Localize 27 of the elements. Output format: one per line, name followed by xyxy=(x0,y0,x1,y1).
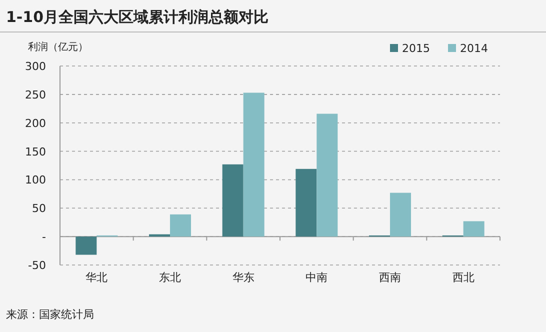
source-note: 来源：国家统计局 xyxy=(6,308,94,321)
bar xyxy=(170,214,191,237)
bar xyxy=(390,192,411,237)
bar xyxy=(463,221,484,237)
bar xyxy=(243,92,264,237)
x-tick-label: 华东 xyxy=(232,271,254,284)
legend-label: 2014 xyxy=(460,42,488,55)
x-tick-label: 中南 xyxy=(306,271,328,284)
y-tick-label: -50 xyxy=(28,259,46,272)
legend-label: 2015 xyxy=(402,42,430,55)
x-tick-label: 华北 xyxy=(86,271,108,284)
y-tick-label: 250 xyxy=(25,88,46,102)
x-tick-label: 西北 xyxy=(452,271,474,284)
y-tick-label: 200 xyxy=(25,116,46,130)
chart-title: 1-10月全国六大区域累计利润总额对比 xyxy=(6,8,269,26)
x-tick-label: 西南 xyxy=(379,271,401,284)
y-axis-title: 利润（亿元） xyxy=(28,41,88,53)
bar xyxy=(76,236,97,255)
bar xyxy=(316,114,338,237)
x-tick-label: 东北 xyxy=(159,271,181,284)
y-tick-label: 50 xyxy=(32,202,46,216)
y-tick-label: 300 xyxy=(25,60,46,73)
bar xyxy=(296,168,317,237)
y-tick-label: - xyxy=(42,230,46,244)
bar xyxy=(222,164,244,237)
y-tick-label: 150 xyxy=(25,145,46,158)
y-tick-label: 100 xyxy=(25,174,46,187)
